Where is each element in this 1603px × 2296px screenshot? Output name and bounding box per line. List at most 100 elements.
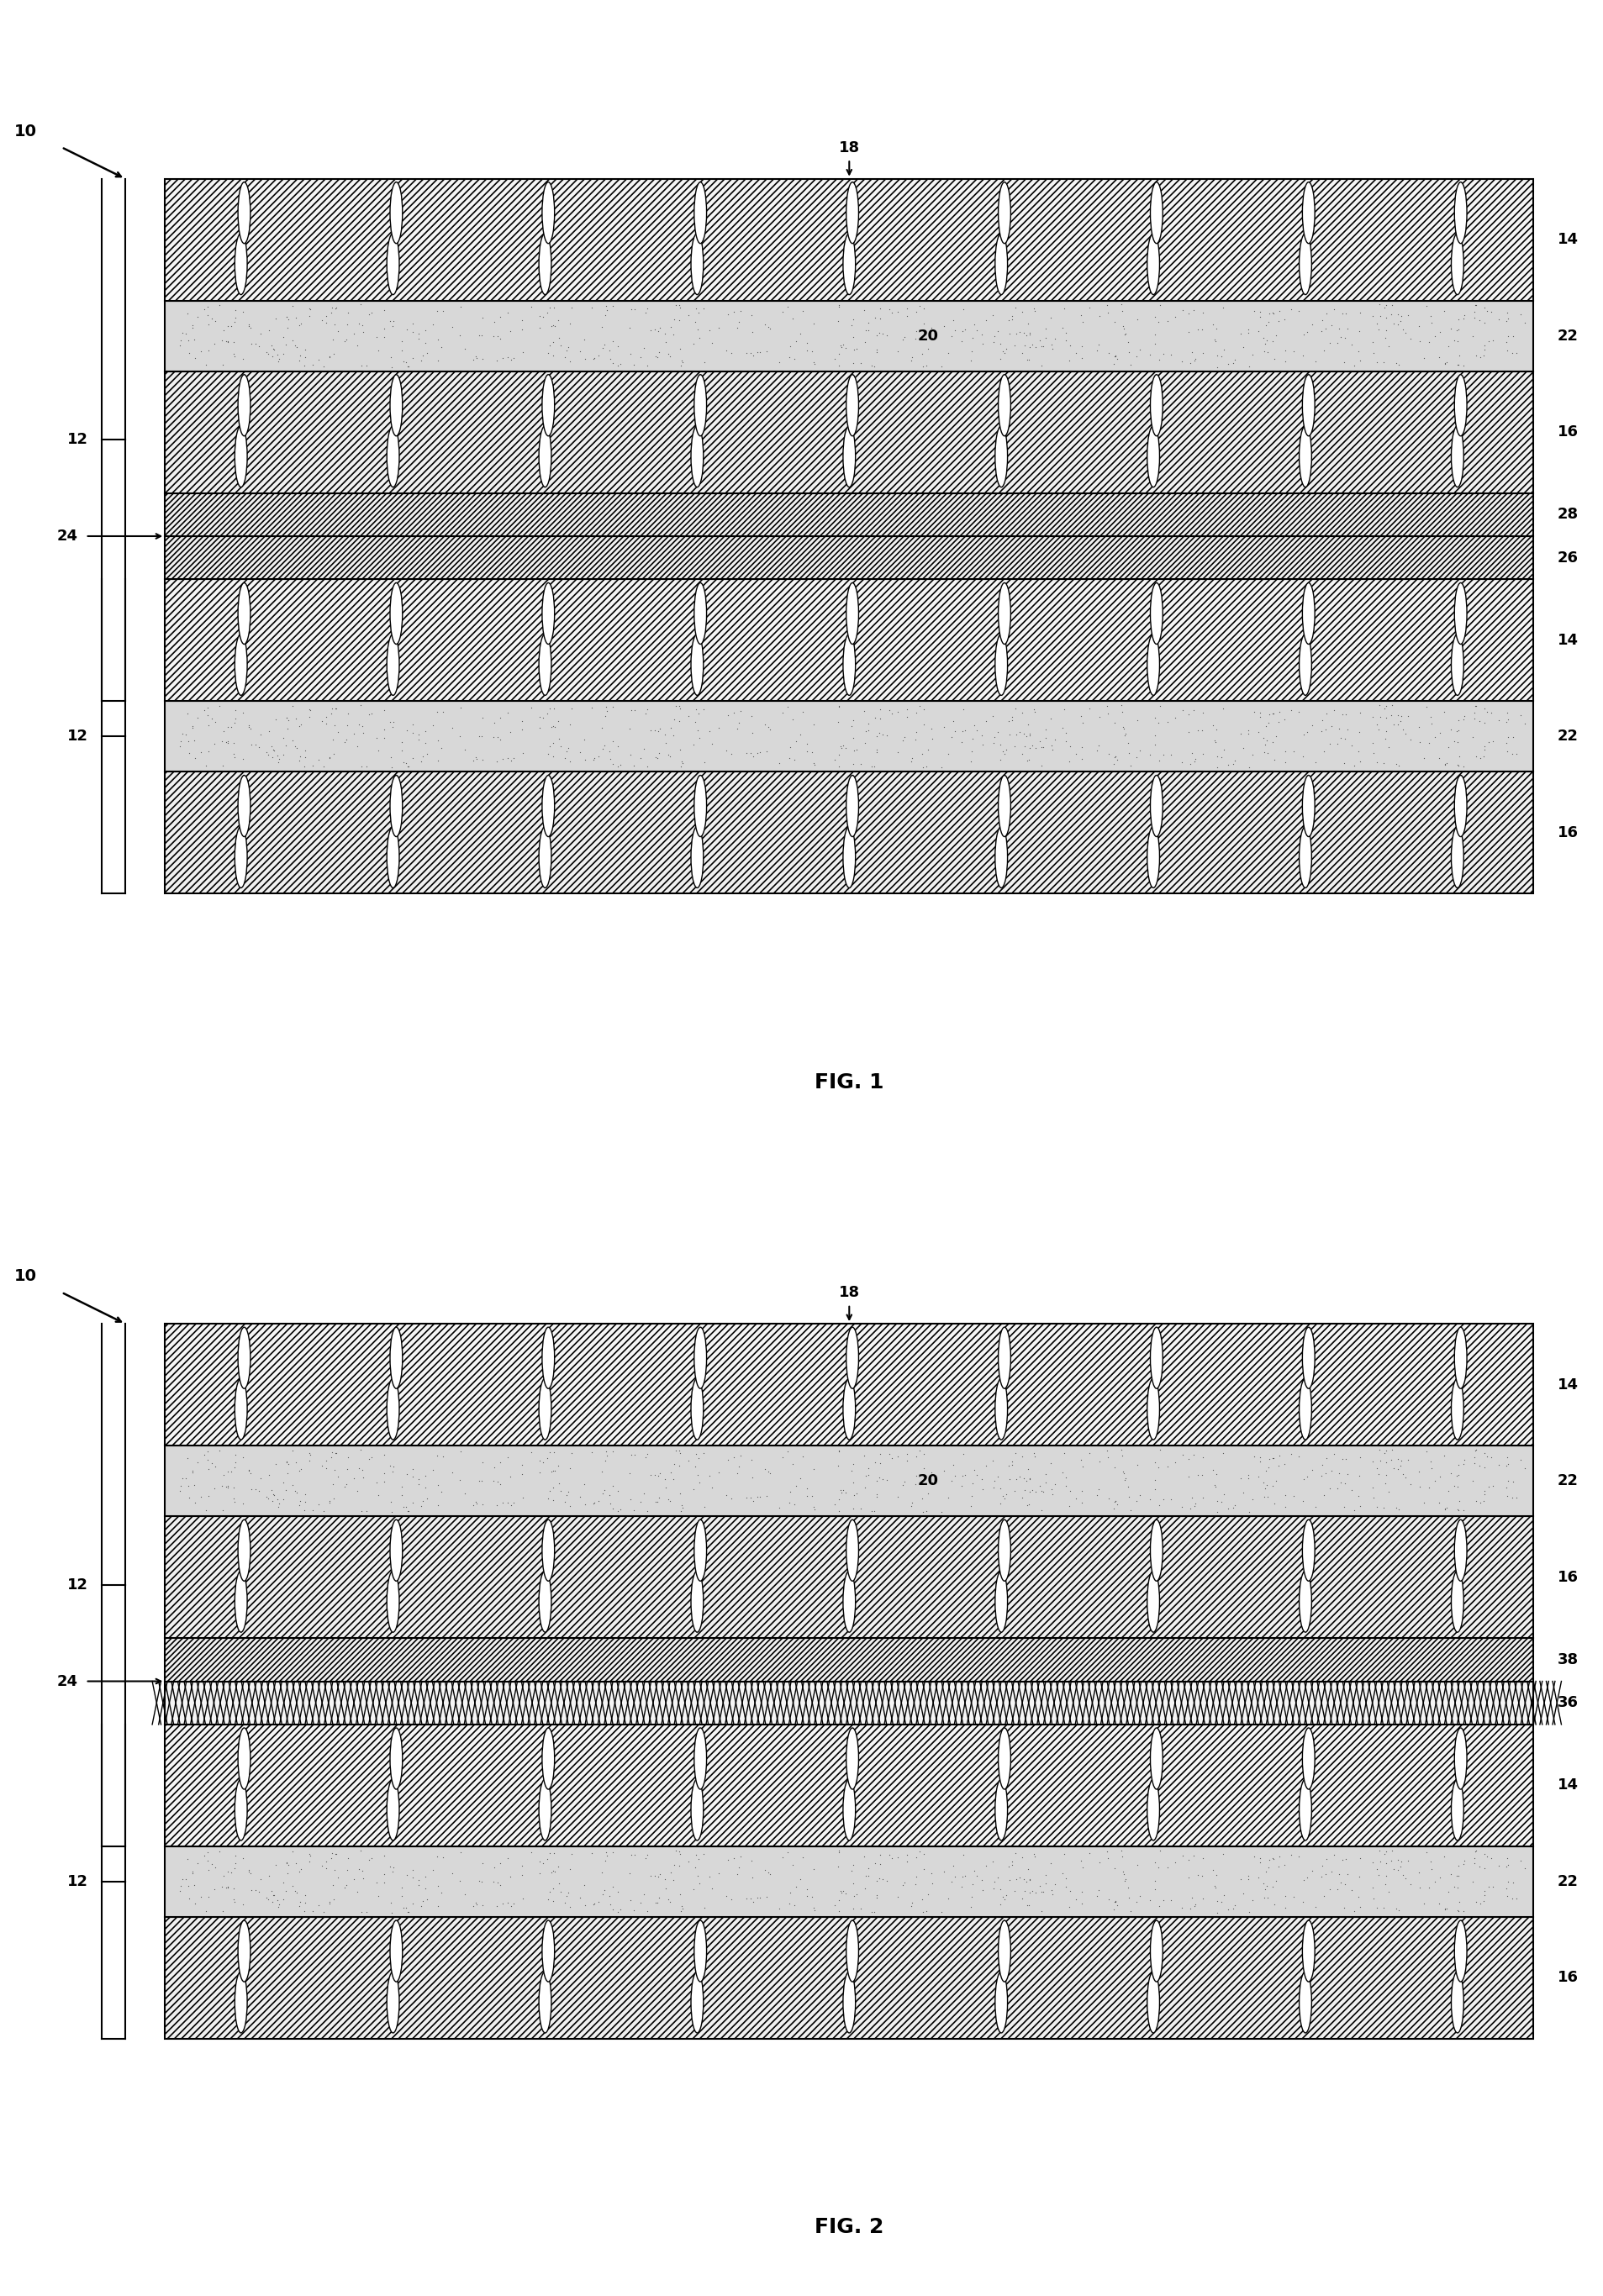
Point — [670, 344, 696, 381]
Point — [667, 301, 692, 338]
Point — [319, 1839, 345, 1876]
Point — [1185, 1456, 1210, 1492]
Point — [1069, 728, 1095, 765]
Point — [1371, 1488, 1396, 1525]
Point — [1003, 315, 1029, 351]
Point — [1436, 1474, 1462, 1511]
Point — [1347, 696, 1372, 732]
Point — [537, 1472, 563, 1508]
Point — [1023, 1474, 1048, 1511]
Text: 14: 14 — [1558, 634, 1579, 647]
Point — [1379, 698, 1404, 735]
Point — [1124, 338, 1149, 374]
Point — [196, 707, 221, 744]
Point — [1255, 705, 1281, 742]
Point — [314, 1851, 340, 1887]
Point — [1039, 1472, 1064, 1508]
Point — [617, 709, 643, 746]
Point — [1494, 732, 1520, 769]
Point — [1148, 1832, 1173, 1869]
Point — [619, 691, 644, 728]
Point — [1209, 1483, 1234, 1520]
Point — [1364, 1488, 1390, 1525]
Point — [470, 1444, 495, 1481]
Point — [904, 1437, 930, 1474]
Point — [648, 1456, 673, 1492]
Point — [1324, 1871, 1350, 1908]
Point — [1273, 1890, 1298, 1926]
Point — [867, 700, 893, 737]
Point — [826, 1880, 851, 1917]
Point — [580, 742, 606, 778]
Point — [1112, 1860, 1138, 1896]
Point — [1056, 342, 1082, 379]
Circle shape — [390, 776, 402, 836]
Point — [167, 1874, 192, 1910]
Point — [202, 303, 228, 340]
Point — [1159, 1481, 1185, 1518]
Point — [593, 1835, 619, 1871]
Point — [359, 294, 385, 331]
Circle shape — [1302, 1729, 1314, 1789]
Point — [378, 1885, 404, 1922]
Point — [781, 700, 806, 737]
Point — [1266, 693, 1292, 730]
Point — [862, 700, 888, 737]
Point — [1117, 347, 1143, 383]
Point — [696, 714, 721, 751]
Point — [952, 1456, 978, 1492]
Point — [826, 1835, 851, 1871]
Point — [430, 693, 455, 730]
Point — [1441, 1869, 1467, 1906]
Point — [1347, 1440, 1372, 1476]
Point — [1390, 1456, 1415, 1492]
Point — [1478, 1839, 1504, 1876]
Point — [1311, 333, 1337, 370]
Point — [890, 1467, 915, 1504]
Point — [1431, 344, 1457, 381]
Point — [983, 719, 1008, 755]
Point — [1117, 746, 1143, 783]
Point — [1372, 1867, 1398, 1903]
Point — [829, 728, 854, 765]
Point — [1101, 338, 1127, 374]
Point — [425, 1437, 450, 1474]
Point — [1236, 748, 1262, 785]
Point — [973, 1446, 999, 1483]
Point — [284, 1474, 309, 1511]
Circle shape — [539, 1779, 551, 1841]
Point — [390, 723, 415, 760]
Point — [931, 707, 957, 744]
Point — [1294, 312, 1319, 349]
Circle shape — [1148, 1972, 1159, 2032]
Point — [843, 1876, 869, 1913]
Point — [322, 1435, 348, 1472]
Point — [1371, 744, 1396, 781]
Point — [276, 301, 301, 338]
Point — [499, 342, 524, 379]
Point — [1180, 333, 1205, 370]
Point — [1189, 1456, 1215, 1492]
Point — [691, 691, 717, 728]
Point — [425, 1467, 450, 1504]
Point — [409, 744, 434, 781]
Point — [675, 1844, 701, 1880]
Point — [914, 1492, 939, 1529]
Point — [617, 310, 643, 347]
Point — [1011, 728, 1037, 765]
Point — [1053, 1460, 1079, 1497]
Point — [572, 1887, 598, 1924]
Point — [519, 689, 545, 726]
Point — [1189, 712, 1215, 748]
Circle shape — [1451, 425, 1464, 487]
Point — [1388, 703, 1414, 739]
Point — [1464, 287, 1489, 324]
Point — [292, 1483, 317, 1520]
Point — [519, 1835, 545, 1871]
Point — [372, 1456, 398, 1492]
Point — [829, 328, 854, 365]
Point — [1003, 1862, 1029, 1899]
Point — [755, 1453, 781, 1490]
Circle shape — [691, 827, 704, 889]
Point — [1310, 703, 1335, 739]
